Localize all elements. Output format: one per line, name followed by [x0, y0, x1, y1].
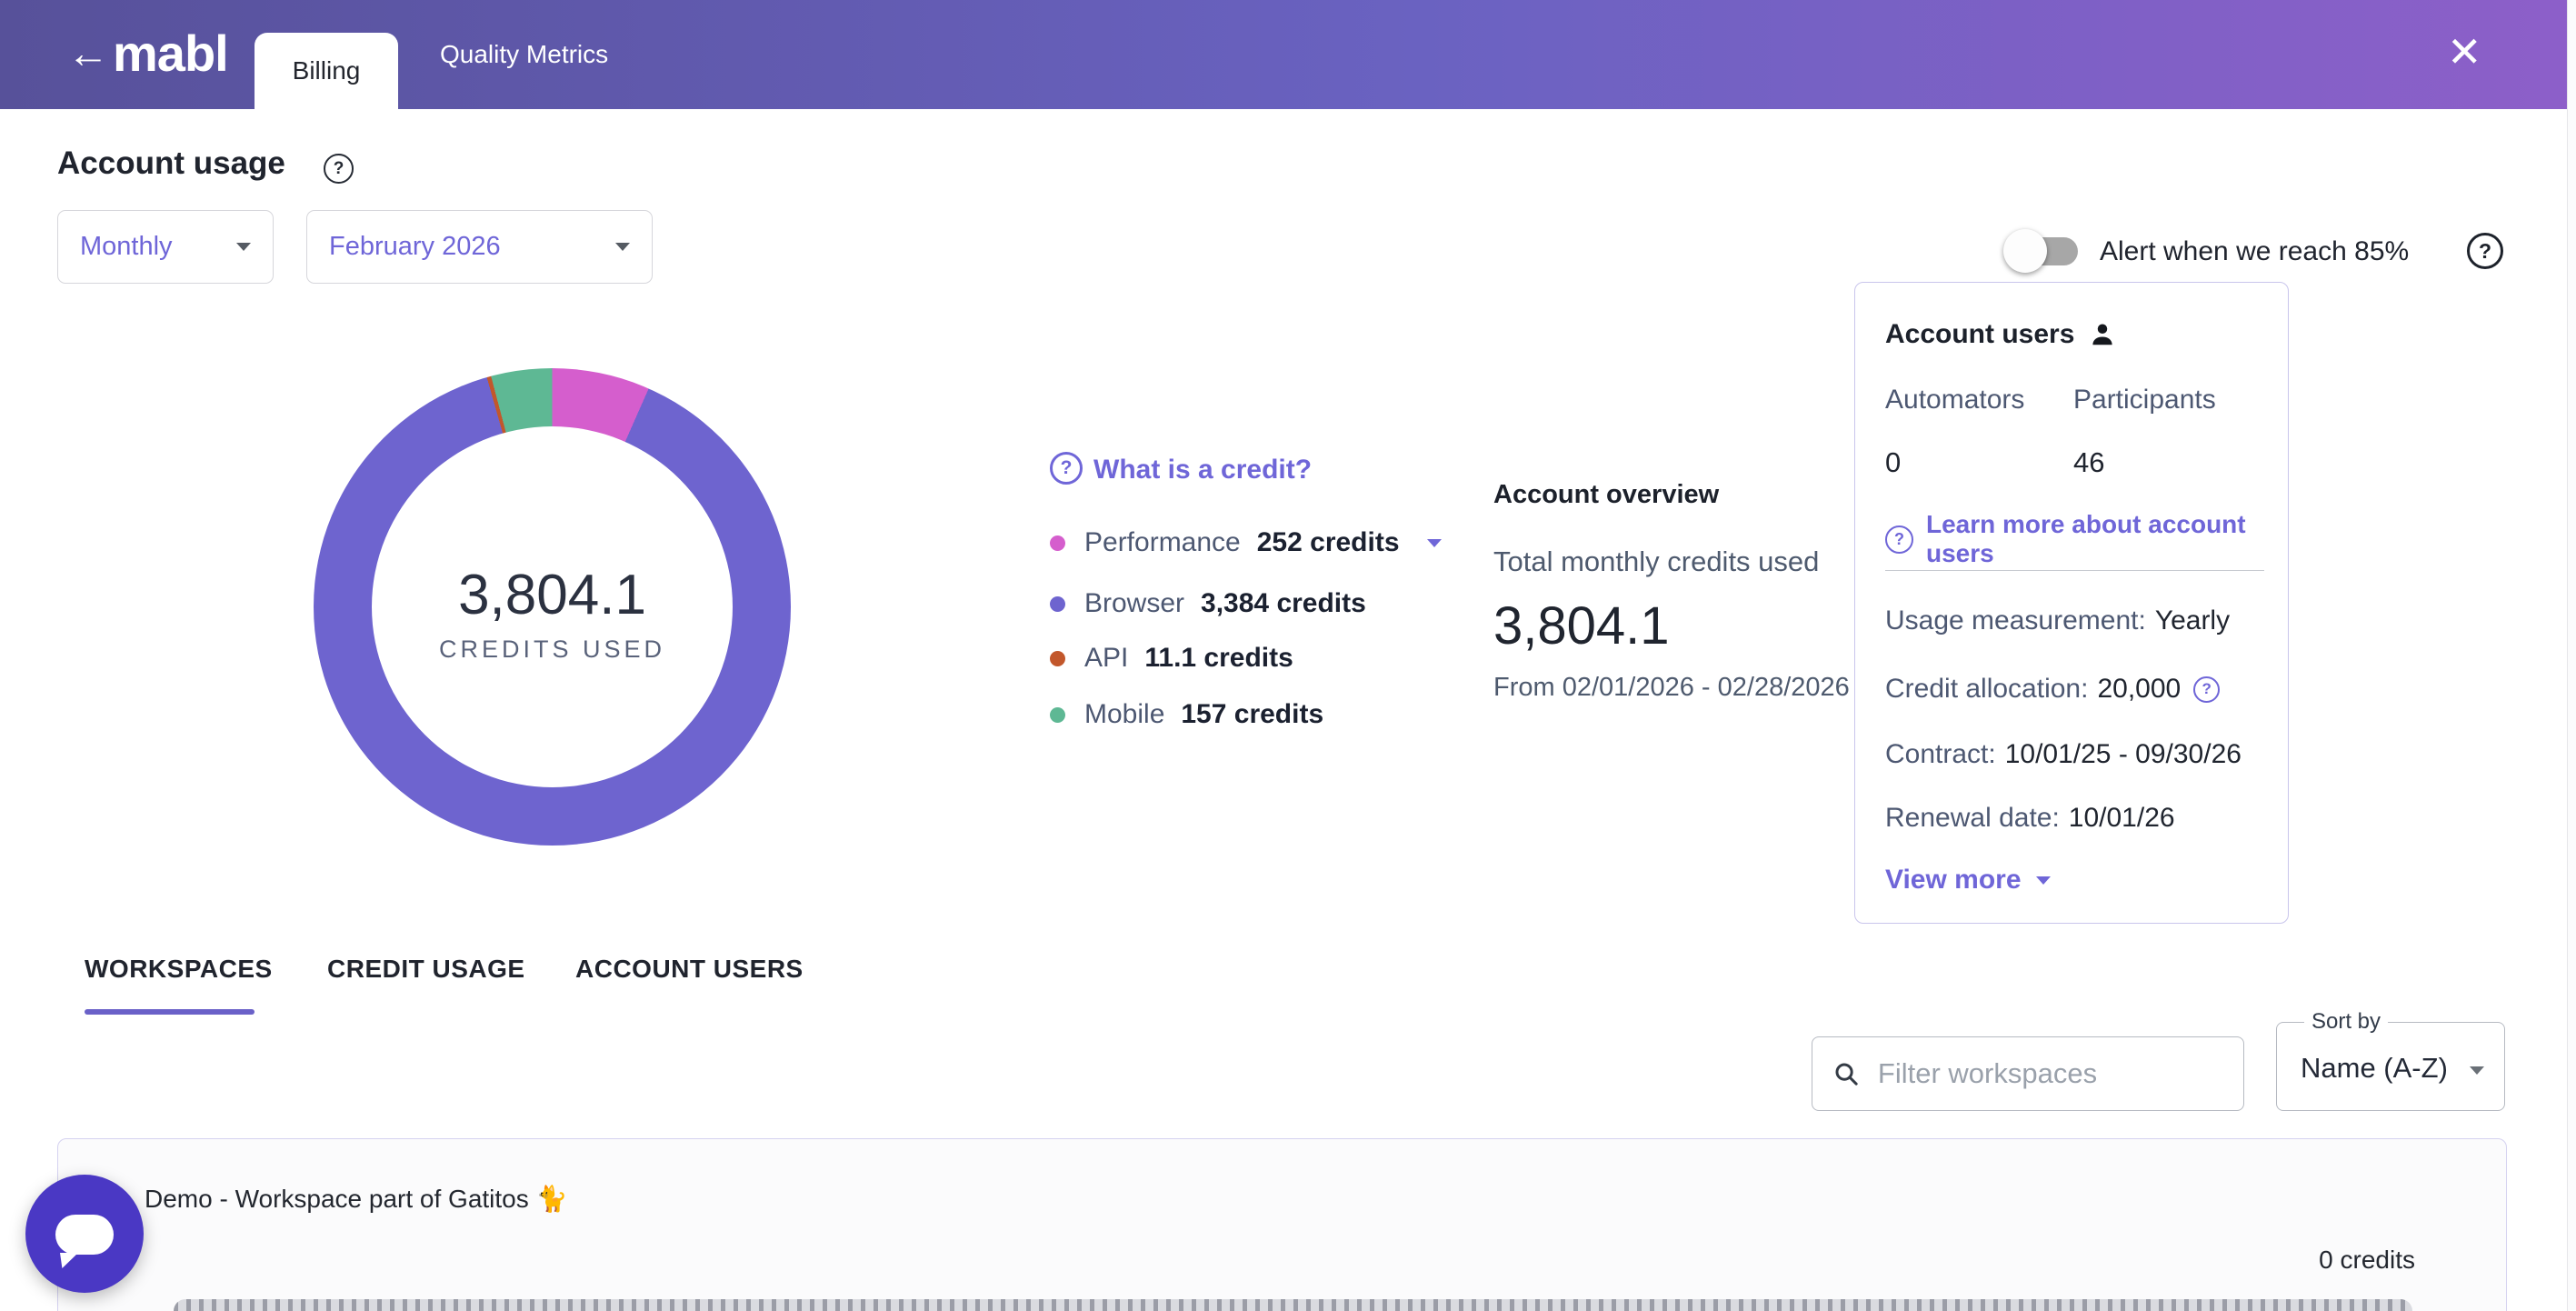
row-value: 20,000 [2097, 674, 2182, 704]
credits-donut-chart: 3,804.1 CREDITS USED [314, 368, 791, 846]
row-label: Renewal date: [1885, 803, 2060, 833]
legend-row-api: API 11.1 credits [1050, 643, 1293, 674]
legend-row-browser: Browser 3,384 credits [1050, 588, 1366, 619]
tab-billing[interactable]: Billing [255, 33, 398, 109]
usage-measurement-row: Usage measurement: Yearly [1885, 605, 2230, 636]
credit-allocation-help-icon[interactable]: ? [2193, 676, 2221, 703]
tab-billing-label: Billing [292, 56, 361, 85]
chevron-down-icon[interactable] [1426, 538, 1442, 547]
filter-workspaces-input[interactable] [1875, 1056, 2223, 1091]
workspace-card[interactable]: Demo - Workspace part of Gatitos 🐈 0 cre… [57, 1138, 2507, 1311]
legend-value: 3,384 credits [1201, 588, 1366, 618]
chat-bubble-icon [55, 1215, 114, 1255]
chat-launcher-button[interactable] [25, 1175, 144, 1293]
sort-by-label: Sort by [2304, 1009, 2389, 1035]
learn-more-link[interactable]: ? Learn more about account users [1885, 510, 2288, 568]
vertical-scrollbar[interactable] [2567, 0, 2576, 1311]
learn-more-label: Learn more about account users [1926, 510, 2246, 567]
legend-label: Browser [1084, 588, 1185, 618]
performance-dot-icon [1050, 535, 1065, 551]
chevron-down-icon [2035, 876, 2051, 885]
person-icon [2092, 324, 2113, 345]
participants-label: Participants [2073, 385, 2216, 415]
account-usage-help-icon[interactable]: ? [324, 154, 354, 184]
view-more-label: View more [1885, 865, 2022, 895]
period-dropdown[interactable]: February 2026 [306, 210, 653, 284]
tab-account-users[interactable]: ACCOUNT USERS [575, 955, 804, 983]
account-overview-total: 3,804.1 [1493, 596, 1670, 656]
filter-workspaces-field[interactable] [1812, 1036, 2244, 1111]
mobile-dot-icon [1050, 706, 1065, 723]
automators-label: Automators [1885, 385, 2025, 415]
row-value: 10/01/25 - 09/30/26 [2004, 739, 2242, 769]
legend-row-mobile: Mobile 157 credits [1050, 699, 1323, 730]
donut-hole [372, 426, 733, 787]
search-icon [1835, 1063, 1858, 1086]
donut-center-label: CREDITS USED [438, 635, 666, 663]
participants-value: 46 [2073, 446, 2105, 478]
chat-bubble-tail [60, 1253, 78, 1268]
sort-by-dropdown[interactable]: Sort by Name (A-Z) [2276, 1009, 2505, 1111]
row-label: Contract: [1885, 739, 1996, 769]
legend-value: 11.1 credits [1144, 643, 1293, 673]
app-header: ← mabl Billing Quality Metrics ✕ [0, 0, 2576, 109]
legend-row-performance[interactable]: Performance 252 credits [1050, 527, 1442, 558]
mabl-logo: mabl [113, 25, 229, 82]
tab-credit-usage[interactable]: CREDIT USAGE [327, 955, 525, 983]
workspace-credits: 0 credits [2319, 1246, 2415, 1274]
account-overview-title: Account overview [1493, 480, 1720, 509]
credit-allocation-row: Credit allocation: 20,000 ? [1885, 674, 2221, 705]
learn-more-help-icon: ? [1885, 525, 1913, 554]
what-is-a-credit-link[interactable]: What is a credit? [1093, 455, 1313, 485]
browser-dot-icon [1050, 595, 1065, 612]
donut-center-value: 3,804.1 [458, 564, 646, 626]
legend-label: Performance [1084, 527, 1241, 557]
account-users-card: Account users Automators Participants 0 … [1854, 282, 2289, 924]
legend-label: API [1084, 643, 1129, 673]
renewal-date-row: Renewal date: 10/01/26 [1885, 803, 2175, 834]
row-label: Credit allocation: [1885, 674, 2089, 704]
automators-value: 0 [1885, 446, 1902, 478]
chevron-down-icon [2470, 1066, 2484, 1075]
account-overview-date-range: From 02/01/2026 - 02/28/2026 [1493, 673, 1850, 702]
credit-help-icon[interactable]: ? [1050, 452, 1083, 485]
divider [1885, 570, 2264, 571]
account-users-title-text: Account users [1885, 319, 2075, 349]
alert-toggle-label: Alert when we reach 85% [2100, 236, 2410, 266]
account-overview-subtitle: Total monthly credits used [1493, 545, 1820, 577]
back-arrow-icon[interactable]: ← [67, 29, 109, 76]
page-title: Account usage [57, 145, 285, 181]
legend-value: 157 credits [1181, 699, 1324, 729]
account-users-title: Account users [1885, 319, 2116, 350]
row-label: Usage measurement: [1885, 605, 2146, 635]
legend-label: Mobile [1084, 699, 1165, 729]
close-icon[interactable]: ✕ [2447, 28, 2482, 75]
alert-toggle-knob[interactable] [2003, 229, 2047, 273]
period-type-dropdown[interactable]: Monthly [57, 210, 274, 284]
period-type-value: Monthly [80, 232, 173, 261]
chevron-down-icon [615, 243, 630, 251]
active-tab-underline [85, 1009, 255, 1015]
chevron-down-icon [236, 243, 251, 251]
tab-quality-metrics-label: Quality Metrics [440, 40, 609, 68]
period-value: February 2026 [329, 232, 501, 261]
tab-workspaces[interactable]: WORKSPACES [85, 955, 273, 983]
tab-quality-metrics[interactable]: Quality Metrics [425, 0, 623, 109]
row-value: Yearly [2154, 605, 2231, 635]
contract-row: Contract: 10/01/25 - 09/30/26 [1885, 739, 2242, 770]
legend-value: 252 credits [1256, 527, 1400, 557]
workspace-name: Demo - Workspace part of Gatitos 🐈 [145, 1185, 568, 1213]
sort-by-value: Name (A-Z) [2301, 1052, 2448, 1084]
view-more-link[interactable]: View more [1885, 865, 2051, 896]
row-value: 10/01/26 [2068, 803, 2175, 833]
workspace-usage-bar [174, 1299, 2412, 1311]
alert-help-icon[interactable]: ? [2467, 233, 2503, 269]
api-dot-icon [1050, 650, 1065, 666]
